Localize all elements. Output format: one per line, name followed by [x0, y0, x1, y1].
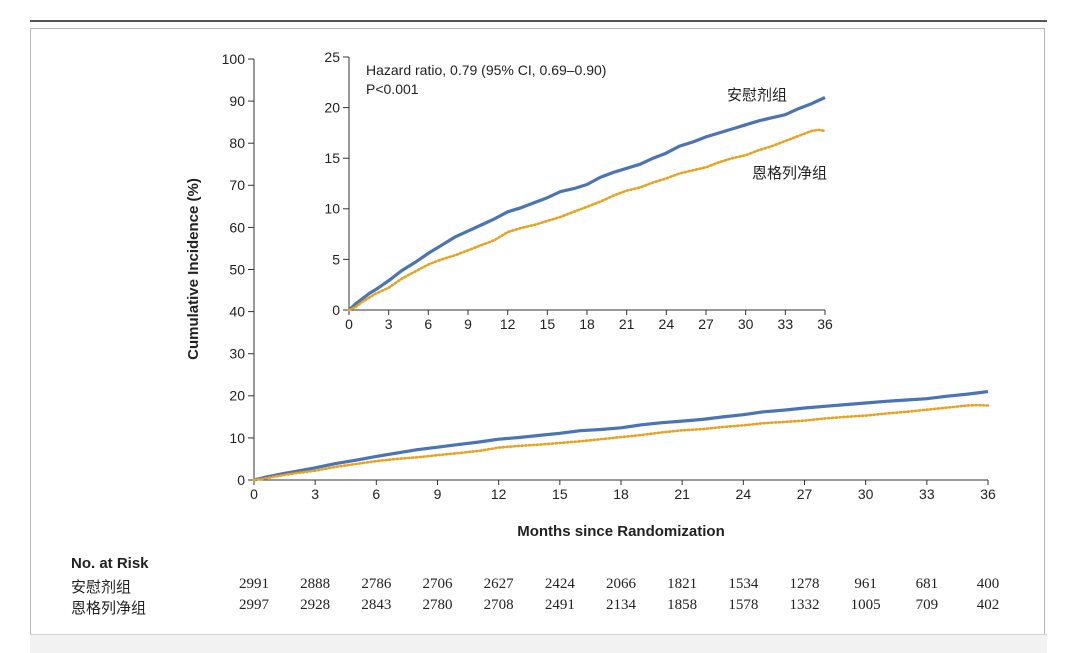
inset-x-tick-label: 24	[659, 316, 675, 332]
risk-value-placebo: 961	[854, 576, 877, 592]
risk-row-label-empagliflozin: 恩格列净组	[71, 600, 147, 617]
risk-value-placebo: 2706	[422, 576, 453, 592]
caption-band	[30, 634, 1047, 653]
main-y-tick-label: 40	[229, 304, 245, 320]
main-x-tick-label: 21	[674, 486, 690, 502]
main-y-tick-label: 30	[229, 346, 245, 362]
inset-y-tick-label: 25	[324, 49, 340, 65]
inset-y-tick-label: 0	[332, 302, 340, 318]
main-x-tick-label: 12	[491, 486, 507, 502]
inset-x-tick-label: 21	[619, 316, 635, 332]
main-series-placebo-line	[253, 390, 989, 482]
risk-value-placebo: 2066	[606, 576, 636, 592]
inset-y-tick-label: 5	[332, 251, 340, 267]
inset-y-tick-label: 15	[324, 150, 340, 166]
p-value-annotation: P<0.001	[366, 81, 419, 97]
main-x-tick-label: 30	[858, 486, 874, 502]
main-x-tick-label: 33	[919, 486, 935, 502]
inset-x-tick-label: 12	[500, 316, 516, 332]
inset-x-tick-label: 9	[464, 316, 472, 332]
risk-value-empagliflozin: 2134	[606, 597, 636, 613]
inset-x-tick-label: 6	[424, 316, 432, 332]
main-x-tick-label: 3	[311, 486, 319, 502]
inset-x-tick-label: 0	[345, 316, 353, 332]
figure-frame	[30, 28, 1045, 634]
main-y-tick-label: 20	[229, 388, 245, 404]
main-y-axis-label: Cumulative Incidence (%)	[185, 178, 202, 360]
inset-x-tick-label: 33	[778, 316, 794, 332]
main-x-tick-label: 18	[613, 486, 629, 502]
inset-y-tick-label: 10	[324, 201, 340, 217]
risk-value-empagliflozin: 2997	[239, 597, 269, 613]
risk-value-empagliflozin: 709	[915, 597, 939, 613]
main-x-tick-label: 9	[434, 486, 442, 502]
risk-value-empagliflozin: 402	[976, 597, 1000, 613]
risk-row-label-placebo: 安慰剂组	[71, 579, 132, 596]
legend-label-placebo: 安慰剂组	[727, 86, 787, 104]
main-y-tick-label: 60	[229, 219, 245, 235]
risk-value-placebo: 1278	[789, 576, 820, 592]
top-rule	[30, 20, 1047, 22]
risk-value-placebo: 400	[976, 576, 1000, 592]
main-x-tick-label: 36	[980, 486, 996, 502]
main-y-tick-label: 0	[237, 472, 245, 488]
main-series-empagliflozin-line	[252, 403, 990, 482]
main-x-axis-label: Months since Randomization	[517, 523, 725, 540]
inset-series-group	[347, 96, 827, 312]
hazard-ratio-annotation: Hazard ratio, 0.79 (95% CI, 0.69–0.90)	[366, 62, 606, 78]
main-y-tick-label: 90	[229, 93, 245, 109]
inset-x-tick-label: 36	[817, 316, 833, 332]
risk-value-placebo: 1534	[728, 576, 759, 592]
main-x-tick-label: 6	[372, 486, 380, 502]
risk-value-placebo: 2424	[544, 576, 575, 592]
risk-value-empagliflozin: 1578	[728, 597, 759, 613]
main-y-tick-label: 10	[229, 430, 245, 446]
risk-value-placebo: 2627	[483, 576, 514, 592]
inset-x-tick-label: 3	[385, 316, 393, 332]
inset-x-tick-label: 18	[579, 316, 595, 332]
inset-series-placebo-line	[347, 96, 826, 312]
risk-value-empagliflozin: 2491	[544, 597, 575, 613]
risk-value-placebo: 2786	[361, 576, 392, 592]
risk-value-empagliflozin: 1005	[850, 597, 881, 613]
risk-value-empagliflozin: 2780	[422, 597, 453, 613]
main-y-tick-label: 100	[222, 51, 246, 67]
inset-x-tick-label: 27	[698, 316, 714, 332]
main-x-tick-label: 15	[552, 486, 568, 502]
inset-y-tick-label: 20	[324, 100, 340, 116]
main-y-tick-label: 50	[229, 261, 245, 277]
risk-value-empagliflozin: 2708	[483, 597, 514, 613]
inset-series-empagliflozin-line	[347, 128, 827, 312]
main-y-tick-label: 70	[229, 177, 245, 193]
inset-x-tick-label: 15	[540, 316, 556, 332]
main-axes: 0 3 6 9 12 15 18 21 24 27 30 33 36010203040506070809…	[222, 51, 996, 502]
risk-table-title: No. at Risk	[71, 555, 149, 572]
main-y-tick-label: 80	[229, 135, 245, 151]
main-x-tick-label: 27	[797, 486, 813, 502]
risk-value-placebo: 1821	[667, 576, 698, 592]
risk-value-placebo: 681	[915, 576, 939, 592]
risk-value-placebo: 2991	[239, 576, 269, 592]
main-plot: Cumulative Incidence (%) Months since Ra…	[185, 51, 996, 540]
risk-value-empagliflozin: 1858	[667, 597, 698, 613]
main-x-tick-label: 0	[250, 486, 258, 502]
risk-value-placebo: 2888	[300, 576, 331, 592]
inset-x-tick-label: 30	[738, 316, 754, 332]
risk-value-empagliflozin: 2843	[361, 597, 392, 613]
risk-value-empagliflozin: 2928	[300, 597, 331, 613]
main-series-group	[252, 390, 990, 482]
legend-label-empagliflozin: 恩格列净组	[752, 165, 827, 182]
main-x-tick-label: 24	[736, 486, 752, 502]
risk-value-empagliflozin: 1332	[789, 597, 820, 613]
